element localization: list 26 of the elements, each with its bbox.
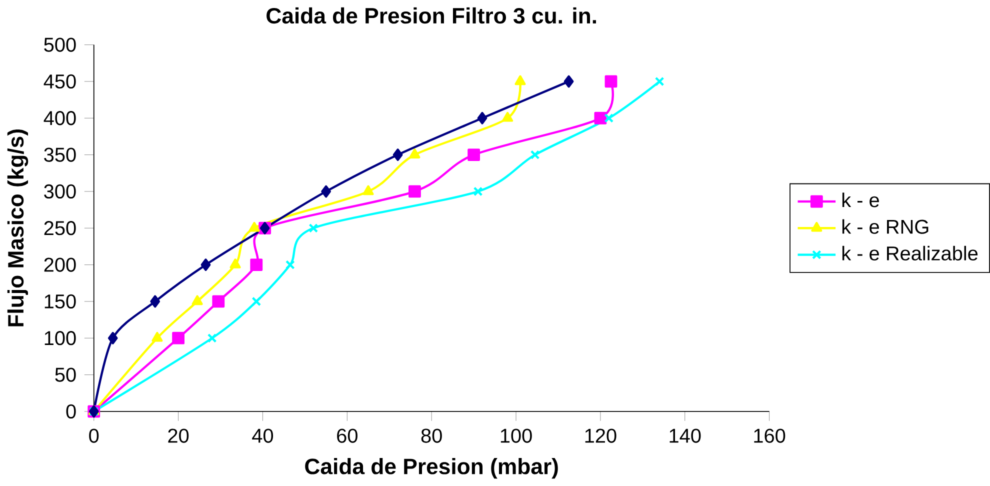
y-tick-label: 0 xyxy=(66,404,76,418)
y-tick-label: 100 xyxy=(44,331,76,346)
x-tick-label: 0 xyxy=(89,428,99,443)
chart-title: Caida de Presion Filtro 3 cu. in. xyxy=(266,7,596,24)
x-tick-label: 80 xyxy=(421,428,442,443)
y-tick-label: 300 xyxy=(44,184,76,198)
y-tick-label: 150 xyxy=(44,294,76,308)
x-axis-title: Caida de Presion (mbar) xyxy=(305,458,558,479)
y-tick-label: 450 xyxy=(44,74,76,88)
y-tick-label: 250 xyxy=(44,221,76,236)
legend-label: k - e RNG xyxy=(842,219,928,234)
x-tick-label: 120 xyxy=(585,428,616,443)
x-tick-label: 160 xyxy=(754,428,786,443)
x-tick-label: 100 xyxy=(500,428,532,443)
x-tick-label: 140 xyxy=(670,428,701,443)
x-tick-label: 20 xyxy=(168,428,189,443)
y-tick-label: 500 xyxy=(44,38,76,52)
y-tick-label: 200 xyxy=(44,258,76,272)
legend-label: k - e Realizable xyxy=(842,246,978,260)
y-axis-title: Flujo Masico (kg/s) xyxy=(7,130,28,326)
x-tick-label: 40 xyxy=(252,428,274,443)
legend-label: k - e xyxy=(842,192,879,208)
x-tick-label: 60 xyxy=(337,428,358,443)
y-tick-label: 350 xyxy=(44,148,76,162)
y-tick-label: 400 xyxy=(44,111,76,126)
y-tick-label: 50 xyxy=(55,368,76,382)
